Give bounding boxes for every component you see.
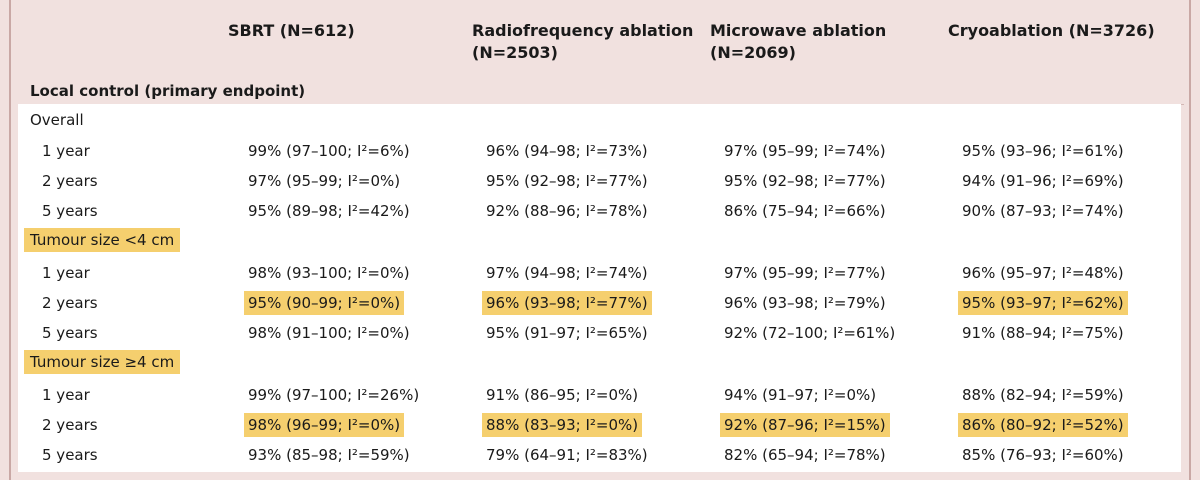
table-cell: 88% (83–93; I²=0%)	[482, 413, 643, 437]
table-cell: 91% (88–94; I²=75%)	[962, 324, 1124, 342]
row-label: 2 years	[42, 172, 98, 190]
table-cell: 88% (82–94; I²=59%)	[962, 386, 1124, 404]
table-cell: 99% (97–100; I²=26%)	[248, 386, 420, 404]
table-cell: 93% (85–98; I²=59%)	[248, 446, 410, 464]
header-cryo: Cryoablation (N=3726)	[948, 21, 1155, 40]
row-label: 1 year	[42, 264, 90, 282]
table-cell: 92% (87–96; I²=15%)	[720, 413, 890, 437]
table-cell: 91% (86–95; I²=0%)	[486, 386, 639, 404]
table-left-border	[9, 0, 11, 480]
row-label: 5 years	[42, 446, 98, 464]
table-cell: 94% (91–96; I²=69%)	[962, 172, 1124, 190]
group-title: Tumour size <4 cm	[24, 228, 181, 252]
section-title: Local control (primary endpoint)	[30, 82, 306, 100]
row-label: 1 year	[42, 386, 90, 404]
group-title: Overall	[30, 111, 84, 129]
table-cell: 98% (93–100; I²=0%)	[248, 264, 410, 282]
table-cell: 96% (93–98; I²=79%)	[724, 294, 886, 312]
table-cell: 99% (97–100; I²=6%)	[248, 142, 410, 160]
table-cell: 79% (64–91; I²=83%)	[486, 446, 648, 464]
table-cell: 82% (65–94; I²=78%)	[724, 446, 886, 464]
table-cell: 97% (95–99; I²=74%)	[724, 142, 886, 160]
group-title: Tumour size ≥4 cm	[24, 350, 181, 374]
header-sbrt: SBRT (N=612)	[228, 21, 355, 40]
table-cell: 85% (76–93; I²=60%)	[962, 446, 1124, 464]
row-label: 1 year	[42, 142, 90, 160]
table-cell: 95% (91–97; I²=65%)	[486, 324, 648, 342]
table-cell: 95% (90–99; I²=0%)	[244, 291, 405, 315]
table-cell: 95% (93–96; I²=61%)	[962, 142, 1124, 160]
table-cell: 94% (91–97; I²=0%)	[724, 386, 877, 404]
header-mwa: Microwave ablation	[710, 21, 887, 40]
table-cell: 86% (75–94; I²=66%)	[724, 202, 886, 220]
table-cell: 92% (88–96; I²=78%)	[486, 202, 648, 220]
table-cell: 96% (94–98; I²=73%)	[486, 142, 648, 160]
table-cell: 90% (87–93; I²=74%)	[962, 202, 1124, 220]
table-cell: 96% (93–98; I²=77%)	[482, 291, 652, 315]
table-body	[18, 104, 1181, 472]
table-cell: 95% (93–97; I²=62%)	[958, 291, 1128, 315]
section-header: Local control (primary endpoint)	[24, 78, 1184, 105]
table-cell: 95% (92–98; I²=77%)	[486, 172, 648, 190]
table-cell: 96% (95–97; I²=48%)	[962, 264, 1124, 282]
table-cell: 98% (91–100; I²=0%)	[248, 324, 410, 342]
table-cell: 92% (72–100; I²=61%)	[724, 324, 896, 342]
header-rfa-n: (N=2503)	[472, 43, 558, 62]
header-rfa: Radiofrequency ablation	[472, 21, 694, 40]
table-right-border	[1189, 0, 1191, 480]
table-cell: 97% (94–98; I²=74%)	[486, 264, 648, 282]
row-label: 2 years	[42, 294, 98, 312]
table-cell: 97% (95–99; I²=77%)	[724, 264, 886, 282]
row-label: 5 years	[42, 202, 98, 220]
header-mwa-n: (N=2069)	[710, 43, 796, 62]
table-cell: 97% (95–99; I²=0%)	[248, 172, 401, 190]
table-cell: 95% (89–98; I²=42%)	[248, 202, 410, 220]
row-label: 2 years	[42, 416, 98, 434]
row-label: 5 years	[42, 324, 98, 342]
table-cell: 95% (92–98; I²=77%)	[724, 172, 886, 190]
table-cell: 98% (96–99; I²=0%)	[244, 413, 405, 437]
table-cell: 86% (80–92; I²=52%)	[958, 413, 1128, 437]
